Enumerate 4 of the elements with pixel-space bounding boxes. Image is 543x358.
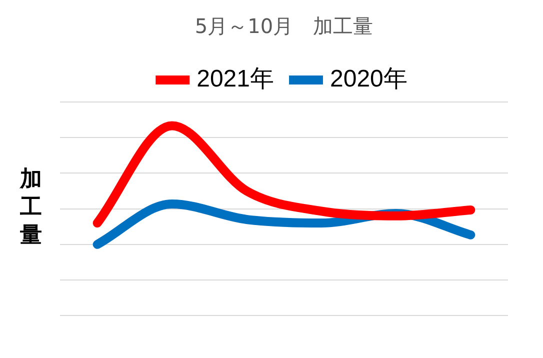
- chart-title: 5月～10月 加工量: [194, 14, 374, 38]
- legend-label: 2021年: [196, 66, 274, 93]
- legend-label: 2020年: [330, 66, 408, 93]
- y-axis-title: 加工量: [18, 166, 43, 250]
